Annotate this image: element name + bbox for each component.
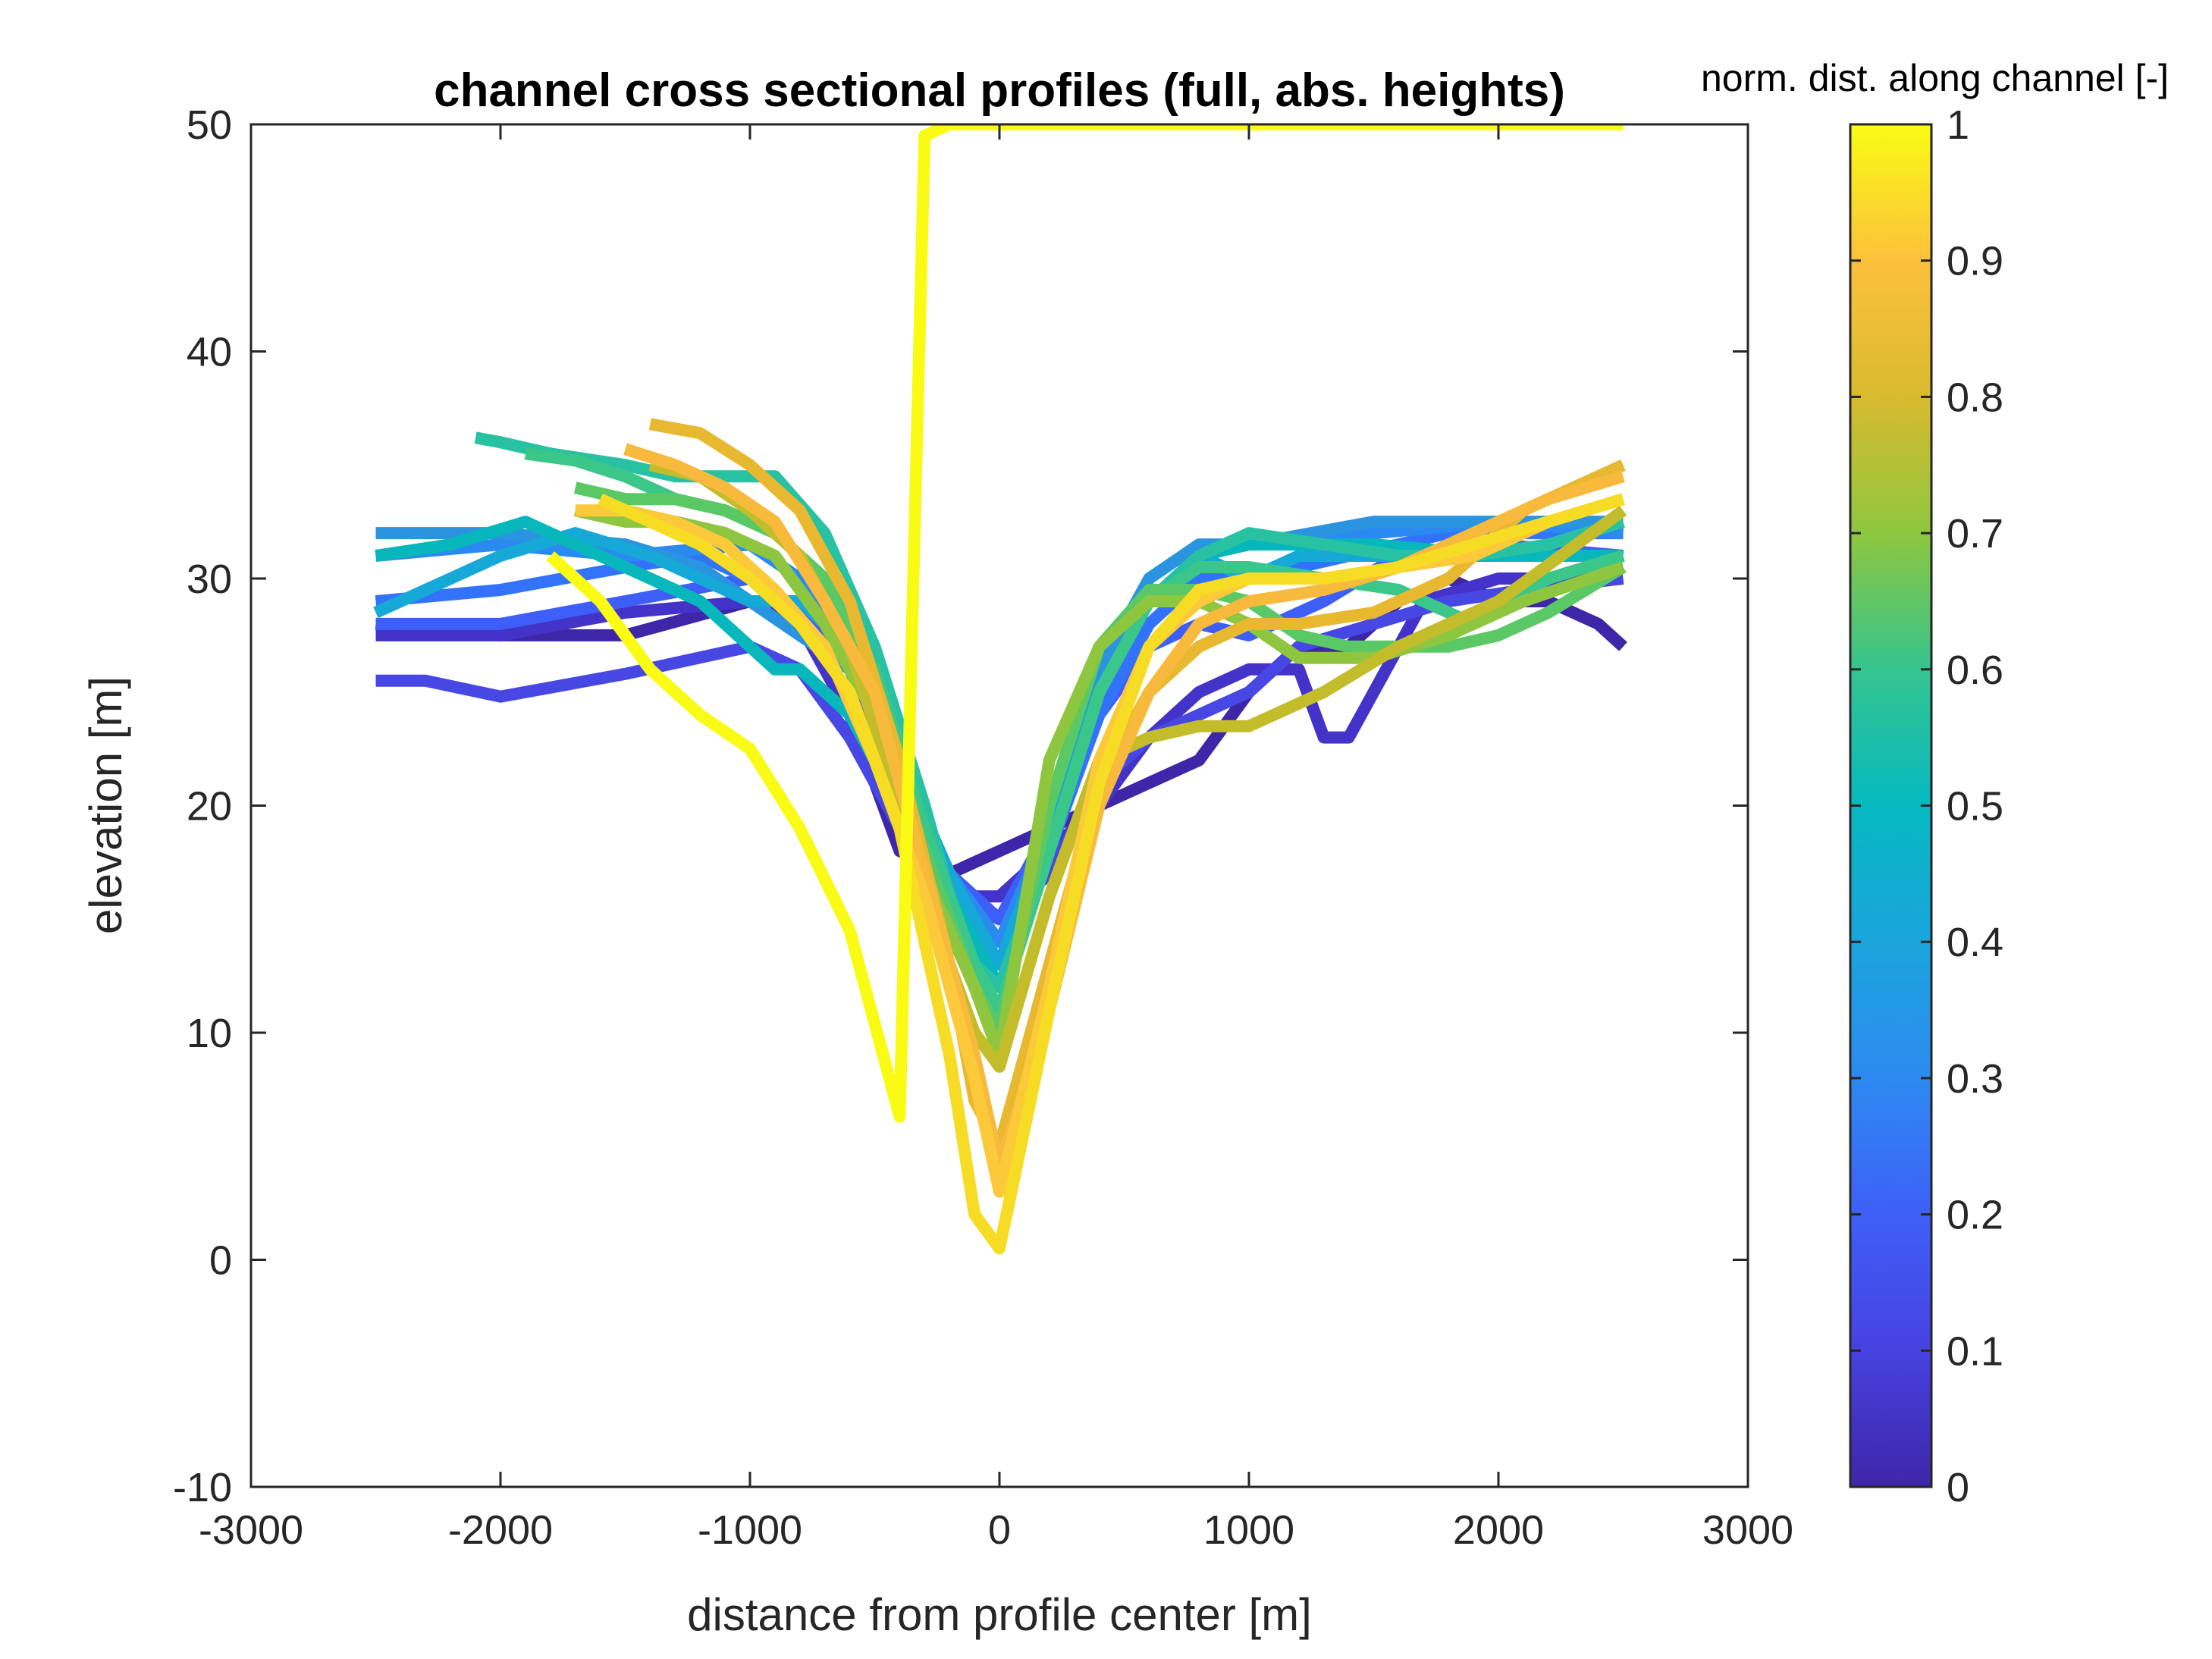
x-tick-label: 2000 — [1453, 1507, 1544, 1553]
colorbar-tick-label: 0.4 — [1947, 920, 2003, 965]
x-ticks: -3000 -2000 -1000 0 1000 2000 3000 — [199, 124, 1793, 1553]
x-tick-label: -3000 — [199, 1507, 303, 1553]
colorbar-tick-label: 0.1 — [1947, 1328, 2003, 1374]
y-ticks: -10 0 10 20 30 40 50 — [173, 102, 1748, 1510]
colorbar-tick-label: 1 — [1947, 102, 1969, 148]
y-tick-label: 30 — [187, 557, 232, 602]
y-tick-label: 10 — [187, 1011, 232, 1056]
colorbar-tick-label: 0.3 — [1947, 1056, 2003, 1102]
x-tick-label: -2000 — [448, 1507, 553, 1553]
y-tick-label: -10 — [173, 1465, 232, 1510]
plot-area — [251, 124, 1748, 1487]
profile-line-7 — [373, 527, 1624, 971]
y-tick-label: 40 — [187, 330, 232, 375]
colorbar-tick-label: 0.9 — [1947, 239, 2003, 284]
colorbar-tick-label: 0.6 — [1947, 648, 2003, 693]
colorbar-ticks: 0 0.1 0.2 0.3 0.4 0.5 0.6 0.7 0.8 0.9 1 — [1850, 102, 2003, 1510]
y-tick-label: 20 — [187, 784, 232, 830]
profile-line-18 — [546, 124, 1624, 1123]
colorbar-tick-label: 0 — [1947, 1465, 1969, 1510]
colorbar-tick-label: 0.8 — [1947, 375, 2003, 420]
colorbar-tick-label: 0.2 — [1947, 1193, 2003, 1238]
colorbar-label: norm. dist. along channel [-] — [1701, 57, 2169, 99]
colorbar — [1849, 123, 1933, 1488]
profile-line-17 — [598, 493, 1625, 1255]
x-axis-label: distance from profile center [m] — [687, 1589, 1312, 1640]
colorbar-tick-label: 0.7 — [1947, 511, 2003, 557]
x-tick-label: -1000 — [698, 1507, 802, 1553]
y-axis-label: elevation [m] — [80, 676, 131, 934]
x-tick-label: 1000 — [1203, 1507, 1294, 1553]
x-tick-label: 3000 — [1702, 1507, 1793, 1553]
x-tick-label: 0 — [988, 1507, 1011, 1553]
chart-title: channel cross sectional profiles (full, … — [434, 64, 1565, 117]
colorbar-tick-label: 0.5 — [1947, 784, 2003, 830]
y-tick-label: 0 — [209, 1238, 232, 1284]
profile-line-12 — [573, 504, 1626, 1062]
series-layer — [373, 124, 1627, 1255]
y-tick-label: 50 — [187, 102, 232, 148]
